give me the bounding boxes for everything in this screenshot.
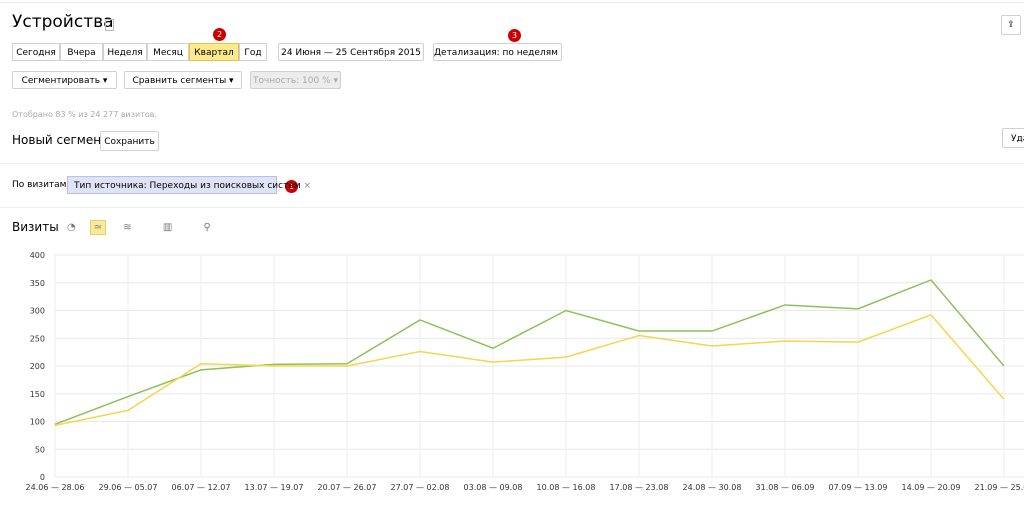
top-line (0, 2, 1024, 3)
y-tick-label: 200 (30, 362, 45, 371)
x-tick-label: 27.07 — 02.08 (391, 483, 450, 492)
delete-button[interactable]: Удалить (1002, 128, 1024, 148)
y-tick-label: 150 (30, 390, 45, 399)
y-tick-label: 250 (30, 334, 45, 343)
sampled-note: Отобрано 83 % из 24 277 визитов. (12, 110, 158, 119)
chart-title: Визиты (12, 220, 59, 234)
divider (0, 207, 1024, 208)
period-button[interactable]: Сегодня (12, 43, 60, 61)
bookmark-icon[interactable] (105, 19, 114, 31)
series-line (54, 279, 1005, 425)
series-line (54, 314, 1005, 427)
page-title: Устройства (12, 12, 114, 32)
accuracy-button: Точность: 100 % ▾ (250, 71, 341, 89)
x-tick-label: 03.08 — 09.08 (464, 483, 523, 492)
y-tick-label: 50 (35, 445, 45, 454)
filter-label: По визитам (12, 180, 67, 190)
badge: 1 (285, 180, 298, 193)
x-tick-label: 24.08 — 30.08 (683, 483, 742, 492)
detail-button[interactable]: Детализация: по неделям ▾ (433, 43, 562, 61)
compare-label: Сравнить сегменты (132, 76, 227, 86)
x-tick-label: 14.09 — 20.09 (902, 483, 961, 492)
date-range-button[interactable]: 24 Июня — 25 Сентября 2015 (278, 43, 424, 61)
date-range: 24 Июня — 25 Сентября 2015 (281, 48, 421, 58)
segment-button[interactable]: Сегментировать ▾ (12, 71, 117, 89)
x-tick-label: 13.07 — 19.07 (245, 483, 304, 492)
y-tick-label: 350 (30, 279, 45, 288)
compare-button[interactable]: Сравнить сегменты ▾ (124, 71, 242, 89)
detail-label: Детализация: по неделям (434, 48, 558, 58)
x-tick-label: 06.07 — 12.07 (172, 483, 231, 492)
x-tick-label: 24.06 — 28.06 (26, 483, 85, 492)
segment-label: Сегментировать (21, 76, 101, 86)
x-tick-label: 29.06 — 05.07 (99, 483, 158, 492)
accuracy-label: Точность: 100 % (252, 76, 331, 86)
badge: 3 (508, 29, 521, 42)
period-button[interactable]: Вчера (60, 43, 103, 61)
export-button[interactable]: ⇪ (1001, 15, 1021, 35)
x-tick-label: 31.08 — 06.09 (756, 483, 815, 492)
x-tick-label: 17.08 — 23.08 (610, 483, 669, 492)
segment-title: Новый сегмент (12, 133, 109, 147)
filter-chip[interactable]: Тип источника: Переходы из поисковых сис… (67, 176, 311, 194)
y-tick-label: 400 (30, 251, 45, 260)
save-button[interactable]: Сохранить (100, 131, 159, 151)
x-tick-label: 07.09 — 13.09 (829, 483, 888, 492)
y-tick-label: 0 (40, 473, 45, 482)
chart-type-icons[interactable]: ◔ ≃ ≋ ▥ ⚲ (67, 220, 225, 235)
x-tick-label: 21.09 — 25.09 (975, 483, 1024, 492)
x-tick-label: 20.07 — 26.07 (318, 483, 377, 492)
period-button[interactable]: Месяц (147, 43, 189, 61)
divider (0, 163, 1024, 164)
period-button[interactable]: Год (239, 43, 267, 61)
period-button[interactable]: Неделя (103, 43, 147, 61)
period-button[interactable]: Квартал (189, 43, 239, 61)
badge: 2 (213, 28, 226, 41)
filter-text: Тип источника: Переходы из поисковых сис… (74, 181, 301, 191)
y-tick-label: 100 (30, 418, 45, 427)
chart: 0 50 100 150 200 250 300 350 400 24.06 — 28.06 29.… (26, 251, 1024, 492)
y-tick-label: 300 (30, 307, 45, 316)
x-tick-label: 10.08 — 16.08 (537, 483, 596, 492)
